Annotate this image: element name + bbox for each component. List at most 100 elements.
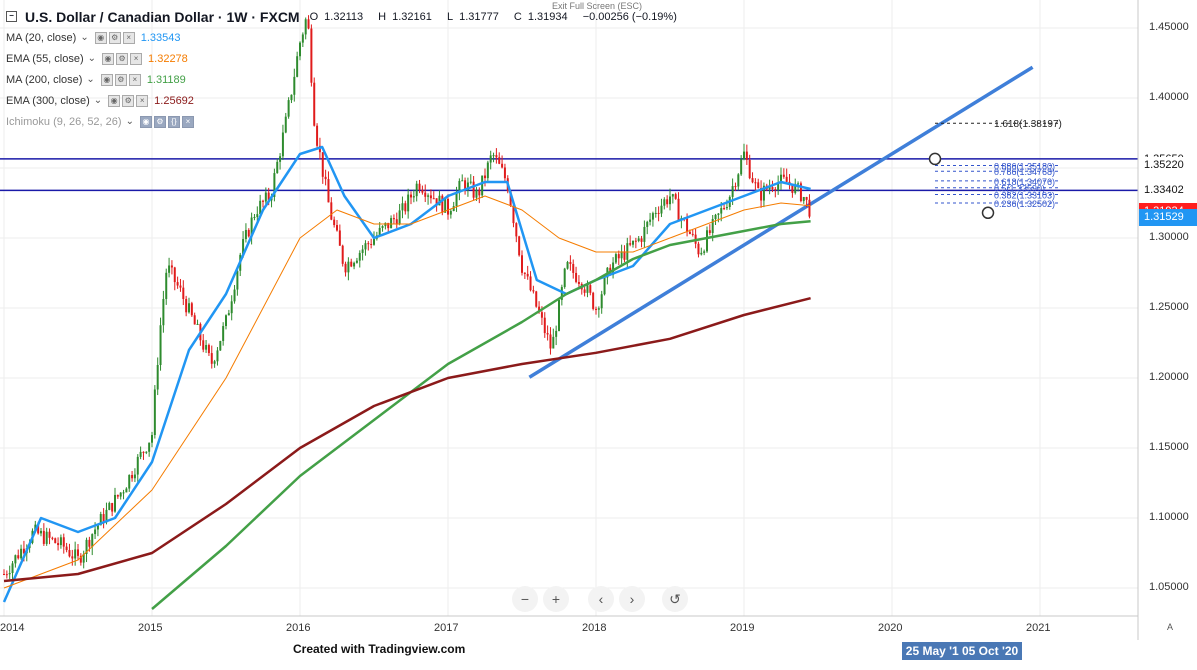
candle-body — [207, 345, 210, 354]
eye-icon[interactable]: ◉ — [100, 73, 113, 86]
candle-body — [760, 188, 763, 201]
settings-icon[interactable]: ⚙ — [116, 52, 129, 65]
candle-body — [782, 174, 785, 177]
fib-anchor-handle[interactable] — [981, 206, 995, 220]
fib-level-label: 1.618(1.38197) — [994, 119, 1062, 130]
candle-body — [697, 243, 700, 255]
candle-body — [515, 223, 518, 237]
series-layer — [2, 145, 811, 610]
candle-body — [247, 229, 250, 237]
chevron-down-icon[interactable]: ⌄ — [125, 116, 134, 127]
candle-body — [637, 238, 640, 241]
close-icon[interactable]: × — [122, 31, 135, 44]
close-icon[interactable]: × — [128, 73, 141, 86]
candle-body — [327, 179, 330, 203]
candle-body — [378, 227, 381, 236]
candle-body — [290, 94, 293, 101]
candle-body — [475, 189, 478, 198]
candle-body — [563, 268, 566, 288]
collapse-legend-icon[interactable]: − — [6, 11, 17, 22]
candle-body — [404, 203, 407, 212]
ohlc-change: −0.00256 (−0.19%) — [582, 10, 677, 23]
source-icon[interactable]: {} — [167, 115, 180, 128]
candle-body — [427, 195, 430, 197]
candle-body — [558, 299, 560, 331]
symbol-title[interactable]: U.S. Dollar / Canadian Dollar · 1W · FXC… — [25, 8, 300, 25]
fib-anchor-handle[interactable] — [928, 152, 942, 166]
close-icon[interactable]: × — [181, 115, 194, 128]
auto-scale-button[interactable]: A — [1166, 622, 1173, 632]
candle-body — [498, 157, 501, 164]
price-tick-label: 1.15000 — [1149, 441, 1189, 453]
indicator-row[interactable]: MA (200, close) ⌄ ◉ ⚙ × 1.31189 — [6, 69, 683, 90]
candle-body — [99, 514, 102, 526]
candle-body — [162, 299, 165, 326]
candle-body — [799, 183, 802, 202]
candle-body — [569, 262, 572, 264]
candle-body — [5, 574, 8, 576]
settings-icon[interactable]: ⚙ — [108, 31, 121, 44]
candle-body — [355, 260, 358, 263]
candle-body — [614, 254, 617, 263]
indicator-row[interactable]: EMA (55, close) ⌄ ◉ ⚙ × 1.32278 — [6, 48, 683, 69]
exit-fullscreen-hint[interactable]: Exit Full Screen (ESC) — [552, 1, 643, 11]
candle-body — [301, 34, 304, 43]
chevron-down-icon[interactable]: ⌄ — [86, 74, 95, 85]
candle-body — [444, 198, 447, 213]
eye-icon[interactable]: ◉ — [94, 31, 107, 44]
candle-body — [600, 294, 603, 309]
horizontal-lines — [0, 158, 1138, 192]
chevron-down-icon[interactable]: ⌄ — [93, 95, 103, 106]
candle-body — [244, 229, 247, 240]
scroll-left-button[interactable]: ‹ — [588, 586, 614, 612]
eye-icon[interactable]: ◉ — [102, 52, 115, 65]
close-icon[interactable]: × — [130, 52, 143, 65]
indicator-row[interactable]: Ichimoku (9, 26, 52, 26) ⌄ ◉ ⚙{} × — [6, 111, 683, 132]
time-tick-label: 2016 — [286, 622, 311, 634]
close-icon[interactable]: × — [136, 94, 149, 107]
settings-icon[interactable]: ⚙ — [114, 73, 127, 86]
candle-body — [139, 451, 142, 457]
candle-body — [350, 261, 353, 267]
candle-body — [538, 306, 541, 313]
eye-icon[interactable]: ◉ — [108, 94, 121, 107]
candle-body — [37, 524, 40, 534]
candle-body — [159, 325, 162, 365]
candle-body — [114, 494, 116, 512]
candle-body — [626, 243, 629, 260]
candle-body — [20, 548, 23, 559]
eye-icon[interactable]: ◉ — [139, 115, 152, 128]
time-tick-label: 2020 — [878, 622, 903, 634]
scroll-right-button[interactable]: › — [619, 586, 645, 612]
candle-body — [597, 308, 600, 310]
fib-layer: 1.618(1.38197) 0.886(1.35180)0.786(1.3476… — [928, 119, 1062, 220]
settings-icon[interactable]: ⚙ — [122, 94, 135, 107]
candle-body — [358, 252, 361, 261]
candle-body — [387, 222, 390, 229]
candle-body — [102, 514, 105, 523]
candle-body — [643, 226, 646, 242]
candle-body — [401, 203, 404, 211]
candle-body — [65, 546, 68, 551]
candle-body — [11, 563, 14, 574]
indicator-row[interactable]: MA (20, close) ⌄ ◉ ⚙ × 1.33543 — [6, 27, 683, 48]
chevron-down-icon[interactable]: ⌄ — [87, 53, 97, 64]
candle-body — [521, 255, 523, 273]
candle-body — [512, 205, 515, 224]
settings-icon[interactable]: ⚙ — [153, 115, 166, 128]
fib-level-label: 0.5(1.33590) — [994, 184, 1045, 194]
chevron-down-icon[interactable]: ⌄ — [80, 32, 89, 43]
candle-body — [136, 456, 139, 475]
reset-button[interactable]: ↺ — [662, 586, 688, 612]
candle-body — [620, 251, 623, 259]
candle-body — [341, 245, 344, 264]
indicator-name: MA (200, close) — [6, 73, 83, 86]
price-tick-label: 1.45000 — [1149, 21, 1189, 33]
indicator-row[interactable]: EMA (300, close) ⌄ ◉ ⚙ × 1.25692 — [6, 90, 683, 111]
zoom-out-button[interactable]: − — [512, 586, 538, 612]
candle-body — [17, 555, 20, 559]
candle-body — [666, 199, 669, 205]
candle-body — [407, 194, 410, 212]
zoom-in-button[interactable]: + — [543, 586, 569, 612]
